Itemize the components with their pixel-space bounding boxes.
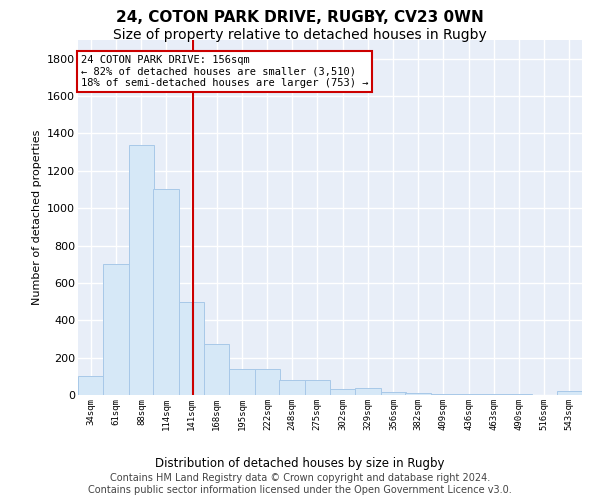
Bar xyxy=(153,190,179,395)
Bar xyxy=(78,376,103,395)
Bar xyxy=(204,344,229,395)
Bar xyxy=(229,369,255,395)
Y-axis label: Number of detached properties: Number of detached properties xyxy=(32,130,41,305)
Bar xyxy=(279,380,305,395)
Bar xyxy=(481,394,507,395)
Text: Contains HM Land Registry data © Crown copyright and database right 2024.
Contai: Contains HM Land Registry data © Crown c… xyxy=(88,474,512,495)
Bar xyxy=(431,394,456,395)
Bar xyxy=(557,392,582,395)
Bar xyxy=(507,394,532,395)
Text: 24 COTON PARK DRIVE: 156sqm
← 82% of detached houses are smaller (3,510)
18% of : 24 COTON PARK DRIVE: 156sqm ← 82% of det… xyxy=(81,55,368,88)
Bar xyxy=(405,393,431,395)
Bar xyxy=(381,392,406,395)
Bar xyxy=(456,394,481,395)
Bar xyxy=(179,302,204,395)
Bar xyxy=(305,380,330,395)
Text: 24, COTON PARK DRIVE, RUGBY, CV23 0WN: 24, COTON PARK DRIVE, RUGBY, CV23 0WN xyxy=(116,10,484,25)
Bar xyxy=(355,388,381,395)
Bar xyxy=(330,390,355,395)
Text: Distribution of detached houses by size in Rugby: Distribution of detached houses by size … xyxy=(155,458,445,470)
Bar xyxy=(255,369,280,395)
Text: Size of property relative to detached houses in Rugby: Size of property relative to detached ho… xyxy=(113,28,487,42)
Bar xyxy=(103,264,129,395)
Bar xyxy=(129,144,154,395)
